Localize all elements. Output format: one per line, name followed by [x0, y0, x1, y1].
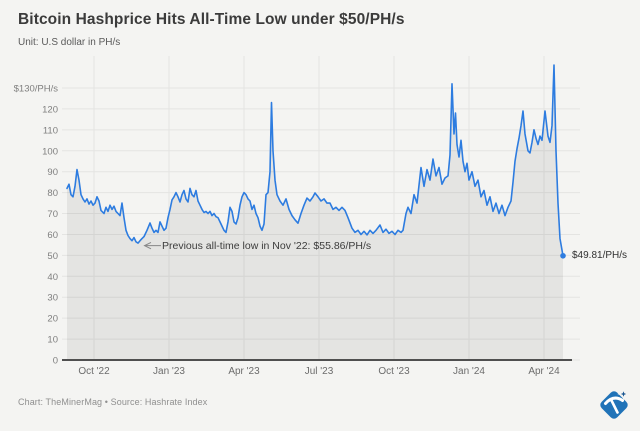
annotation-label: Previous all-time low in Nov '22: $55.86…	[162, 240, 372, 252]
y-tick-label: 110	[43, 125, 58, 136]
y-tick-label: 60	[47, 230, 58, 241]
page-title: Bitcoin Hashprice Hits All-Time Low unde…	[18, 11, 405, 28]
annotation-arrowhead-icon	[143, 241, 152, 250]
y-tick-label: 90	[47, 167, 58, 178]
y-tick-label: 40	[47, 272, 58, 283]
y-tick-label: 50	[47, 251, 58, 262]
x-tick-label: Apr '24	[528, 366, 560, 377]
y-tick-label: 120	[42, 104, 58, 115]
hashprice-line	[66, 64, 564, 257]
x-tick-label: Apr '23	[228, 366, 260, 377]
y-tick-label: 100	[42, 146, 58, 157]
sparkle-icon	[617, 387, 630, 401]
hashprice-area	[67, 65, 563, 360]
x-tick-label: Jul '23	[305, 366, 334, 377]
pickaxe-blade-icon	[604, 396, 624, 405]
source-credit: Chart: TheMinerMag • Source: Hashrate In…	[18, 397, 208, 407]
chart-subtitle: Unit: U.S dollar in PH/s	[18, 37, 121, 48]
y-tick-label: 30	[47, 293, 58, 304]
y-tick-label: 10	[47, 335, 58, 346]
latest-point-marker	[560, 252, 566, 259]
y-tick-label: 20	[47, 314, 58, 325]
y-tick-label: 80	[47, 188, 58, 199]
y-tick-label: 0	[53, 356, 58, 367]
x-tick-label: Oct '22	[78, 366, 110, 377]
y-tick-label: 70	[47, 209, 58, 220]
x-tick-label: Jan '23	[153, 366, 185, 377]
latest-value-label: $49.81/PH/s	[572, 250, 628, 261]
theminermag-logo	[600, 387, 630, 419]
x-tick-label: Oct '23	[378, 366, 410, 377]
pickaxe-handle-icon	[609, 398, 619, 414]
y-tick-label: $130/PH/s	[14, 84, 59, 95]
x-tick-label: Jan '24	[453, 366, 485, 377]
